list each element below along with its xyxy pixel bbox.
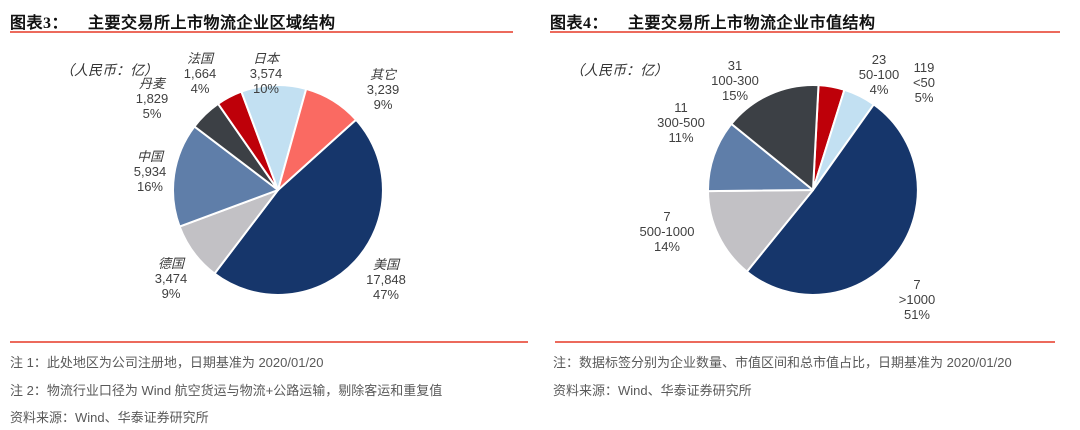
figure3-title-text: 主要交易所上市物流企业区域结构	[88, 15, 336, 32]
figure3-notes-divider	[10, 341, 528, 343]
slice-label-<50: 119 <50 5%	[912, 60, 936, 105]
figure4-source: 资料来源：Wind、华泰证券研究所	[553, 383, 752, 398]
slice-label->1000: 7 >1000 51%	[898, 277, 936, 322]
slice-label-500-1000: 7 500-1000 14%	[639, 209, 695, 254]
figure3-note-2: 注 2：物流行业口径为 Wind 航空货运与物流+公路运输，剔除客运和重复值	[10, 383, 443, 398]
pie-slice-300-500	[706, 122, 814, 193]
figure4-title: 图表4： 主要交易所上市物流企业市值结构	[550, 9, 876, 33]
figure3-title-underline	[10, 31, 513, 33]
figure4-title-underline	[550, 31, 1060, 33]
slice-label-中国: 中国 5,934 16%	[133, 149, 167, 194]
figure3-title: 图表3： 主要交易所上市物流企业区域结构	[10, 9, 336, 33]
pie-slice-其它	[277, 87, 357, 191]
slice-label-德国: 德国 3,474 9%	[154, 256, 188, 301]
pie-slice->1000	[745, 103, 919, 296]
figure3-note-1: 注 1：此处地区为公司注册地，日期基准为 2020/01/20	[10, 355, 324, 370]
figure4-title-text: 主要交易所上市物流企业市值结构	[628, 15, 876, 32]
slice-label-美国: 美国 17,848 47%	[366, 257, 406, 302]
slice-label-丹麦: 丹麦 1,829 5%	[135, 76, 169, 121]
pie-slice-美国	[213, 118, 384, 296]
figure4-unit-label: （人民币：亿）	[570, 64, 668, 79]
figure4-note: 注：数据标签分别为企业数量、市值区间和总市值占比，日期基准为 2020/01/2…	[553, 355, 1012, 370]
figure4-title-prefix: 图表4：	[550, 15, 609, 32]
figure3-title-prefix: 图表3：	[10, 15, 69, 32]
slice-label-日本: 日本 3,574 10%	[249, 51, 283, 96]
pie-slice-100-300	[730, 83, 820, 191]
slice-label-法国: 法国 1,664 4%	[183, 51, 217, 96]
slice-label-100-300: 31 100-300 15%	[711, 58, 759, 103]
pie-slice-500-1000	[707, 189, 814, 273]
figure3-unit-label: （人民币：亿）	[60, 64, 158, 79]
slice-label-50-100: 23 50-100 4%	[858, 52, 900, 97]
slice-label-300-500: 11 300-500 11%	[657, 100, 705, 145]
pie-slice-中国	[172, 125, 279, 228]
figure3-source: 资料来源：Wind、华泰证券研究所	[10, 410, 209, 425]
figure4-notes-divider	[555, 341, 1055, 343]
slice-label-其它: 其它 3,239 9%	[366, 67, 400, 112]
